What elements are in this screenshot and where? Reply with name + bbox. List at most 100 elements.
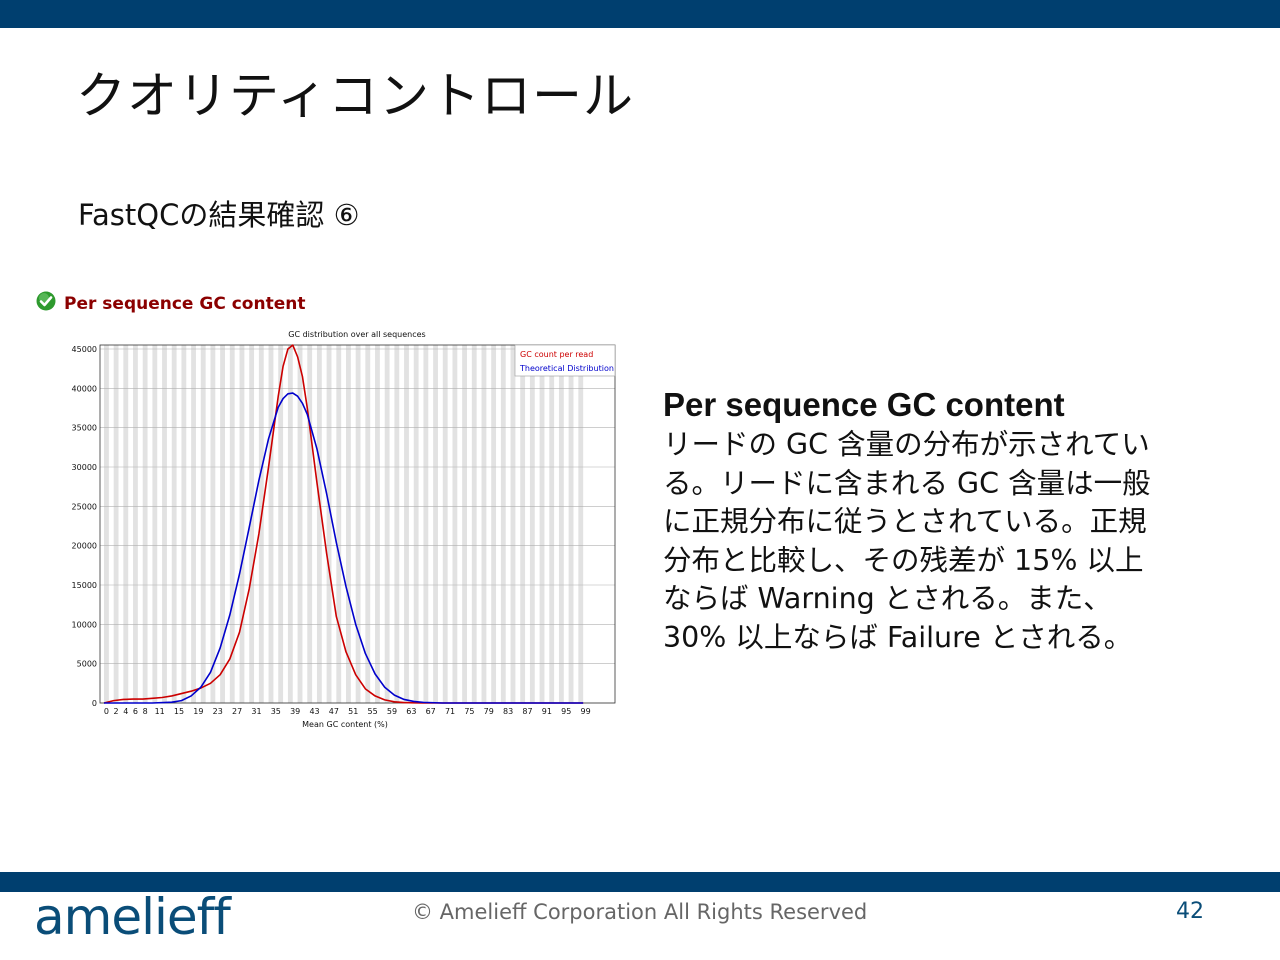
grid-band: [423, 345, 429, 703]
grid-band: [181, 345, 187, 703]
grid-band: [210, 345, 216, 703]
grid-band: [510, 345, 516, 703]
grid-band: [200, 345, 206, 703]
x-tick-label: 11: [155, 707, 165, 716]
grid-band: [229, 345, 235, 703]
description-line: る。リードに含まれる GC 含量は一般: [663, 466, 1151, 500]
grid-band: [123, 345, 129, 703]
grid-band: [404, 345, 409, 703]
y-tick-label: 25000: [72, 502, 97, 511]
y-tick-label: 10000: [72, 620, 97, 629]
description-line: リードの GC 含量の分布が示されてい: [663, 428, 1150, 461]
grid-band: [568, 345, 574, 703]
x-tick-label: 35: [271, 707, 281, 716]
description-line: 分布と比較し、その残差が 15% 以上: [663, 543, 1144, 577]
grid-band: [452, 345, 458, 703]
x-tick-label: 83: [503, 707, 513, 716]
panel-title: Per sequence GC content: [64, 294, 306, 314]
grid-band: [384, 345, 390, 703]
grid-band: [142, 345, 148, 703]
grid-band: [258, 345, 264, 703]
copyright-text: © Amelieff Corporation All Rights Reserv…: [412, 900, 868, 924]
company-logo: amelieff: [34, 888, 231, 946]
grid-band: [326, 345, 332, 703]
legend-entry-gc-count: GC count per read: [520, 350, 593, 359]
y-tick-label: 5000: [77, 660, 97, 669]
x-tick-label: 99: [580, 707, 590, 716]
grid-band: [346, 345, 351, 703]
series-line-gc-count: [103, 344, 584, 704]
grid-band: [462, 345, 467, 703]
x-tick-label: 8: [143, 707, 148, 716]
grid-band: [220, 345, 225, 703]
y-tick-label: 45000: [72, 345, 97, 354]
grid-band: [520, 345, 526, 703]
grid-band: [162, 345, 167, 703]
grid-band: [500, 345, 506, 703]
x-tick-label: 67: [426, 707, 436, 716]
grid-band: [549, 345, 555, 703]
grid-band: [297, 345, 303, 703]
x-tick-label: 71: [445, 707, 455, 716]
grid-band: [529, 345, 535, 703]
grid-band: [336, 345, 342, 703]
grid-band: [355, 345, 361, 703]
grid-band: [287, 345, 293, 703]
grid-band: [491, 345, 497, 703]
x-tick-label: 87: [522, 707, 532, 716]
description-block: Per sequence GC content リードの GC 含量の分布が示さ…: [663, 384, 1223, 657]
description-line: に正規分布に従うとされている。正規: [663, 505, 1147, 538]
grid-band: [375, 345, 380, 703]
check-icon: [36, 291, 56, 311]
grid-band: [249, 345, 255, 703]
legend: GC count per read Theoretical Distributi…: [514, 344, 616, 377]
grid-band: [307, 345, 313, 703]
grid-band: [191, 345, 196, 703]
grid-band: [152, 345, 158, 703]
slide-title: クオリティコントロール: [76, 67, 634, 125]
x-tick-label: 75: [464, 707, 474, 716]
x-tick-label: 2: [114, 707, 119, 716]
x-tick-label: 79: [484, 707, 494, 716]
x-tick-label: 51: [348, 707, 358, 716]
grid-band: [316, 345, 322, 703]
grid-band: [481, 345, 487, 703]
y-tick-label: 15000: [72, 581, 97, 590]
slide-subtitle: FastQCの結果確認 ⑥: [78, 198, 360, 232]
grid-band: [365, 345, 371, 703]
legend-entry-theoretical: Theoretical Distribution: [519, 364, 614, 373]
x-tick-label: 91: [542, 707, 552, 716]
x-tick-label: 4: [123, 707, 128, 716]
x-tick-label: 15: [174, 707, 184, 716]
top-bar: [0, 0, 1280, 28]
x-tick-label: 27: [232, 707, 242, 716]
x-tick-label: 0: [104, 707, 109, 716]
grid-band: [133, 345, 138, 703]
y-tick-label: 40000: [72, 384, 97, 393]
description-line: 30% 以上ならば Failure とされる。: [663, 620, 1133, 654]
series-line-theoretical: [104, 392, 584, 704]
grid-band: [578, 345, 584, 703]
grid-band: [239, 345, 245, 703]
y-tick-label: 20000: [72, 542, 97, 551]
y-tick-label: 35000: [72, 424, 97, 433]
x-tick-label: 43: [309, 707, 319, 716]
grid-band: [394, 345, 400, 703]
x-tick-label: 23: [213, 707, 223, 716]
grid-band: [113, 345, 119, 703]
grid-band: [104, 345, 109, 703]
grid-band: [413, 345, 419, 703]
description-heading: Per sequence GC content: [663, 386, 1065, 423]
x-tick-label: 19: [193, 707, 203, 716]
x-tick-label: 59: [387, 707, 397, 716]
description-line: ならば Warning とされる。また、: [663, 582, 1112, 615]
x-tick-label: 47: [329, 707, 339, 716]
x-tick-label: 95: [561, 707, 571, 716]
grid-band: [539, 345, 545, 703]
x-tick-label: 55: [368, 707, 378, 716]
x-axis-label: Mean GC content (%): [302, 720, 388, 729]
grid-band: [268, 345, 274, 703]
x-tick-label: 39: [290, 707, 300, 716]
bottom-bar: [0, 872, 1280, 892]
grid-band: [471, 345, 477, 703]
